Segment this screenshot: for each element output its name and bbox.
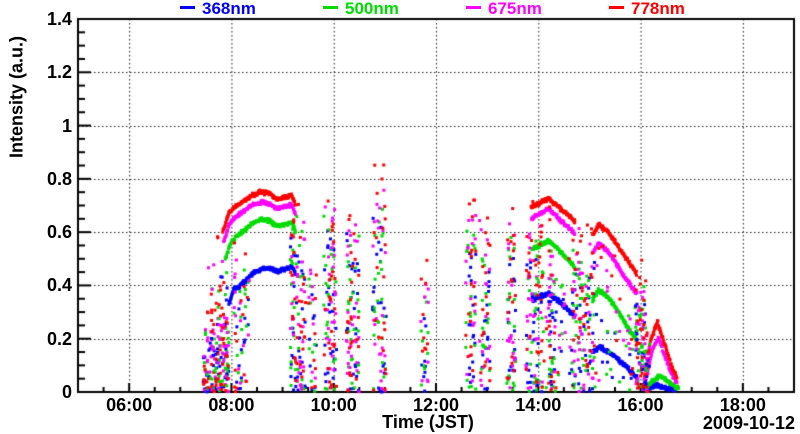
legend-item-675nm: 675nm <box>466 0 542 18</box>
date-label: 2009-10-12 <box>702 413 795 433</box>
y-tick-label: 0.8 <box>46 168 72 189</box>
legend-label-368nm: 368nm <box>202 0 256 18</box>
legend-label-675nm: 675nm <box>488 0 542 18</box>
legend-line-swatch-675nm <box>466 6 481 10</box>
y-tick-label: 1 <box>61 115 72 136</box>
x-tick-label: 10:00 <box>310 395 357 415</box>
x-tick-label: 08:00 <box>208 395 255 415</box>
chart-legend: 368nm 500nm 675nm 778nm <box>0 0 800 18</box>
legend-label-778nm: 778nm <box>631 0 685 18</box>
legend-label-500nm: 500nm <box>345 0 399 18</box>
legend-line-swatch-368nm <box>180 6 195 10</box>
x-tick-label: 06:00 <box>106 395 153 415</box>
y-tick-label: 0.6 <box>46 222 72 243</box>
y-axis-title: Intensity (a.u.) <box>6 35 27 159</box>
x-axis-title: Time (JST) <box>382 412 474 432</box>
legend-line-swatch-778nm <box>609 6 624 10</box>
x-tick-label: 16:00 <box>617 395 664 415</box>
legend-line-swatch-500nm <box>323 6 338 10</box>
x-tick-label: 18:00 <box>719 395 766 415</box>
legend-item-500nm: 500nm <box>323 0 399 18</box>
legend-item-368nm: 368nm <box>180 0 256 18</box>
legend-item-778nm: 778nm <box>609 0 685 18</box>
y-tick-label: 1.4 <box>46 9 72 29</box>
x-tick-label: 14:00 <box>515 395 562 415</box>
y-tick-label: 0 <box>61 382 72 402</box>
y-tick-label: 1.2 <box>46 62 72 83</box>
x-tick-label: 12:00 <box>412 395 460 415</box>
y-tick-label: 0.4 <box>46 275 72 296</box>
y-tick-label: 0.2 <box>46 328 72 349</box>
